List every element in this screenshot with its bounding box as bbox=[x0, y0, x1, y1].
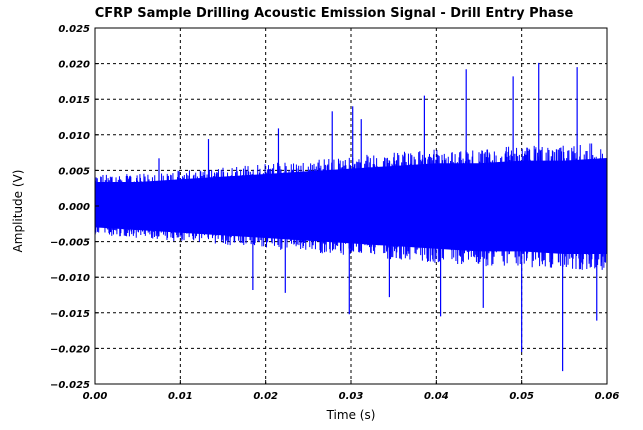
x-tick-label: 0.01 bbox=[168, 391, 193, 402]
x-axis-label: Time (s) bbox=[326, 408, 376, 422]
x-tick-label: 0.02 bbox=[253, 391, 278, 402]
y-tick-label: −0.020 bbox=[50, 344, 90, 355]
x-tick-label: 0.04 bbox=[424, 391, 449, 402]
y-tick-label: 0.000 bbox=[58, 202, 90, 213]
y-tick-label: 0.010 bbox=[58, 131, 90, 142]
x-tick-label: 0.00 bbox=[83, 391, 108, 402]
y-axis-label: Amplitude (V) bbox=[11, 170, 25, 253]
x-tick-label: 0.06 bbox=[595, 391, 620, 402]
chart-title: CFRP Sample Drilling Acoustic Emission S… bbox=[95, 6, 574, 21]
y-tick-label: −0.015 bbox=[50, 309, 90, 320]
y-tick-label: 0.015 bbox=[58, 95, 90, 106]
x-tick-label: 0.05 bbox=[509, 391, 534, 402]
y-tick-label: 0.025 bbox=[58, 24, 90, 35]
y-tick-label: −0.010 bbox=[50, 273, 90, 284]
axis-ticks: 0.00 0.01 0.02 0.03 0.04 0.05 0.06 0.025 0.020 0.… bbox=[50, 24, 619, 402]
y-tick-label: −0.005 bbox=[50, 238, 90, 249]
signal-series bbox=[94, 62, 608, 372]
y-tick-label: 0.005 bbox=[58, 166, 90, 177]
y-tick-label: 0.020 bbox=[58, 60, 90, 71]
x-tick-label: 0.03 bbox=[339, 391, 364, 402]
signal-core-band bbox=[95, 157, 607, 255]
y-tick-label: −0.025 bbox=[50, 380, 90, 391]
